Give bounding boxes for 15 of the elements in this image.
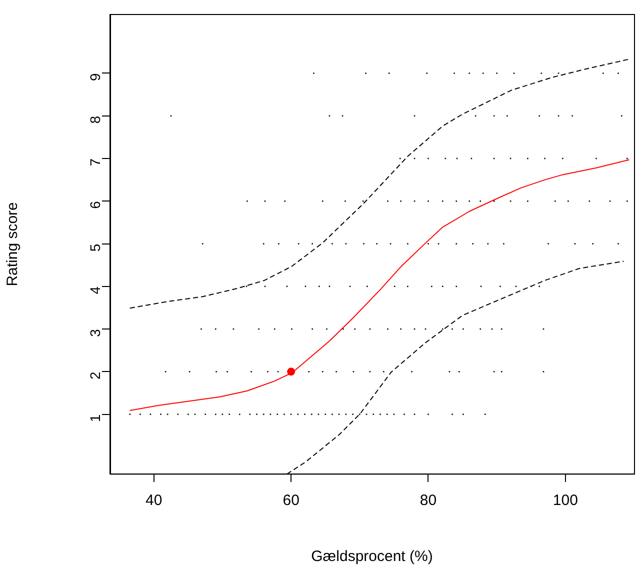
y-tick-label: 9 — [86, 73, 103, 82]
y-axis-title: Rating score — [4, 202, 22, 286]
y-tick-label: 6 — [86, 200, 103, 209]
y-tick-label: 1 — [86, 414, 103, 422]
x-tick-label: 80 — [420, 492, 437, 510]
x-axis-title: Gældsprocent (%) — [311, 548, 433, 566]
y-tick-label: 7 — [86, 158, 103, 166]
y-tick-label: 5 — [86, 244, 103, 252]
y-tick-label: 3 — [86, 328, 103, 337]
x-tick-label: 100 — [552, 492, 578, 510]
y-tick-label: 2 — [86, 371, 103, 380]
y-tick-label: 8 — [86, 116, 103, 124]
x-tick-label: 60 — [282, 492, 300, 510]
y-tick-label: 4 — [86, 286, 103, 294]
x-tick-label: 40 — [146, 492, 162, 510]
